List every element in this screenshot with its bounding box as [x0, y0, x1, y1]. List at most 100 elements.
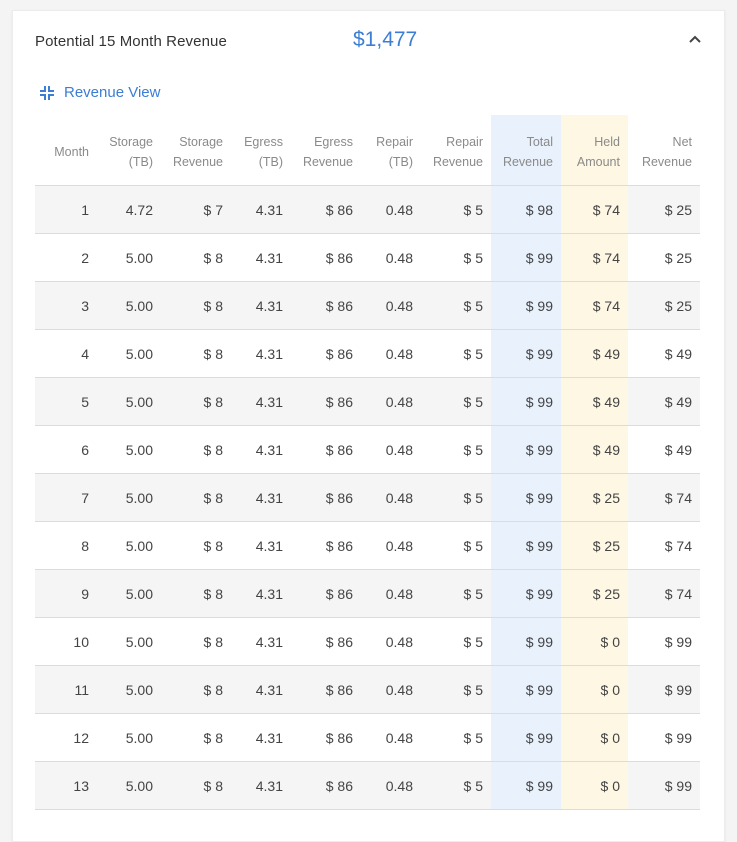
cell-repair-revenue: $ 5	[421, 569, 491, 618]
column-header-line: Revenue	[641, 155, 692, 169]
table-row: 2 5.00 $ 8 4.31 $ 86 0.48 $ 5 $ 99 $ 74 $ 25	[35, 233, 700, 282]
cell-repair-tb: 0.48	[361, 761, 421, 810]
cell-egress-revenue: $ 86	[291, 569, 361, 618]
cell-egress-revenue: $ 86	[291, 185, 361, 234]
cell-egress-revenue: $ 86	[291, 713, 361, 762]
cell-net-revenue: $ 49	[628, 425, 700, 474]
cell-storage-revenue: $ 8	[161, 233, 231, 282]
cell-storage-tb: 5.00	[97, 233, 161, 282]
cell-storage-revenue: $ 8	[161, 713, 231, 762]
revenue-view-toggle[interactable]: Revenue View	[39, 84, 160, 101]
cell-net-revenue: $ 99	[628, 665, 700, 714]
collapse-button[interactable]	[685, 31, 705, 47]
cell-net-revenue: $ 99	[628, 761, 700, 810]
cell-storage-revenue: $ 8	[161, 521, 231, 570]
table-row: 1 4.72 $ 7 4.31 $ 86 0.48 $ 5 $ 98 $ 74 $ 25	[35, 185, 700, 234]
column-header-storage-tb: Storage (TB)	[97, 115, 161, 186]
cell-month: 8	[35, 521, 97, 570]
cell-storage-revenue: $ 8	[161, 665, 231, 714]
cell-net-revenue: $ 99	[628, 617, 700, 666]
cell-repair-revenue: $ 5	[421, 185, 491, 234]
table-row: 8 5.00 $ 8 4.31 $ 86 0.48 $ 5 $ 99 $ 25 $ 74	[35, 521, 700, 570]
cell-egress-revenue: $ 86	[291, 377, 361, 426]
cell-repair-tb: 0.48	[361, 617, 421, 666]
cell-total-revenue: $ 99	[491, 665, 561, 714]
table-row: 10 5.00 $ 8 4.31 $ 86 0.48 $ 5 $ 99 $ 0 $ 99	[35, 617, 700, 666]
cell-net-revenue: $ 74	[628, 569, 700, 618]
cell-net-revenue: $ 25	[628, 185, 700, 234]
cell-held-amount: $ 0	[561, 761, 628, 810]
cell-egress-tb: 4.31	[231, 425, 291, 474]
cell-month: 3	[35, 281, 97, 330]
cell-repair-tb: 0.48	[361, 281, 421, 330]
column-header-egress-tb: Egress (TB)	[231, 115, 291, 186]
cell-storage-tb: 5.00	[97, 281, 161, 330]
cell-total-revenue: $ 99	[491, 617, 561, 666]
table-header: Month Storage (TB) Storage Revenue Egress (TB)…	[35, 115, 700, 186]
cell-storage-tb: 5.00	[97, 665, 161, 714]
cell-month: 1	[35, 185, 97, 234]
cell-repair-tb: 0.48	[361, 233, 421, 282]
cell-egress-tb: 4.31	[231, 569, 291, 618]
column-header-line: Amount	[576, 155, 620, 169]
cell-repair-tb: 0.48	[361, 377, 421, 426]
column-header-line: (TB)	[258, 155, 283, 169]
cell-total-revenue: $ 99	[491, 569, 561, 618]
column-header-line: Revenue	[432, 155, 483, 169]
cell-storage-tb: 5.00	[97, 713, 161, 762]
cell-storage-tb: 5.00	[97, 617, 161, 666]
cell-egress-tb: 4.31	[231, 473, 291, 522]
cell-storage-revenue: $ 8	[161, 377, 231, 426]
cell-storage-tb: 5.00	[97, 521, 161, 570]
cell-repair-tb: 0.48	[361, 713, 421, 762]
cell-repair-tb: 0.48	[361, 521, 421, 570]
cell-repair-tb: 0.48	[361, 569, 421, 618]
cell-repair-tb: 0.48	[361, 329, 421, 378]
cell-repair-tb: 0.48	[361, 425, 421, 474]
cell-month: 5	[35, 377, 97, 426]
cell-egress-tb: 4.31	[231, 281, 291, 330]
cell-total-revenue: $ 99	[491, 233, 561, 282]
cell-net-revenue: $ 25	[628, 233, 700, 282]
column-header-line: Held	[594, 135, 620, 149]
table-row: 5 5.00 $ 8 4.31 $ 86 0.48 $ 5 $ 99 $ 49 $ 49	[35, 377, 700, 426]
column-header-line: Repair	[376, 135, 413, 149]
cell-storage-revenue: $ 8	[161, 761, 231, 810]
revenue-card: Potential 15 Month Revenue $1,477 Revenu…	[12, 10, 725, 842]
cell-held-amount: $ 74	[561, 233, 628, 282]
cell-repair-revenue: $ 5	[421, 617, 491, 666]
table-row: 4 5.00 $ 8 4.31 $ 86 0.48 $ 5 $ 99 $ 49 $ 49	[35, 329, 700, 378]
cell-repair-tb: 0.48	[361, 665, 421, 714]
cell-total-revenue: $ 99	[491, 713, 561, 762]
column-header-held-amount: Held Amount	[561, 115, 628, 186]
column-header-net-revenue: Net Revenue	[628, 115, 700, 186]
cell-storage-tb: 5.00	[97, 425, 161, 474]
cell-repair-revenue: $ 5	[421, 665, 491, 714]
cell-net-revenue: $ 49	[628, 377, 700, 426]
cell-egress-tb: 4.31	[231, 761, 291, 810]
cell-month: 10	[35, 617, 97, 666]
column-header-egress-revenue: Egress Revenue	[291, 115, 361, 186]
cell-month: 9	[35, 569, 97, 618]
cell-storage-revenue: $ 8	[161, 281, 231, 330]
cell-repair-tb: 0.48	[361, 473, 421, 522]
cell-storage-revenue: $ 8	[161, 473, 231, 522]
cell-held-amount: $ 0	[561, 617, 628, 666]
cell-held-amount: $ 0	[561, 713, 628, 762]
cell-repair-revenue: $ 5	[421, 233, 491, 282]
cell-repair-revenue: $ 5	[421, 281, 491, 330]
cell-egress-tb: 4.31	[231, 665, 291, 714]
cell-storage-revenue: $ 8	[161, 329, 231, 378]
cell-total-revenue: $ 99	[491, 425, 561, 474]
cell-storage-tb: 4.72	[97, 185, 161, 234]
cell-repair-revenue: $ 5	[421, 329, 491, 378]
cell-storage-tb: 5.00	[97, 377, 161, 426]
cell-repair-revenue: $ 5	[421, 521, 491, 570]
cell-month: 11	[35, 665, 97, 714]
cell-egress-revenue: $ 86	[291, 425, 361, 474]
cell-egress-revenue: $ 86	[291, 761, 361, 810]
cell-egress-revenue: $ 86	[291, 473, 361, 522]
cell-month: 2	[35, 233, 97, 282]
table-row: 7 5.00 $ 8 4.31 $ 86 0.48 $ 5 $ 99 $ 25 $ 74	[35, 473, 700, 522]
cell-held-amount: $ 25	[561, 473, 628, 522]
